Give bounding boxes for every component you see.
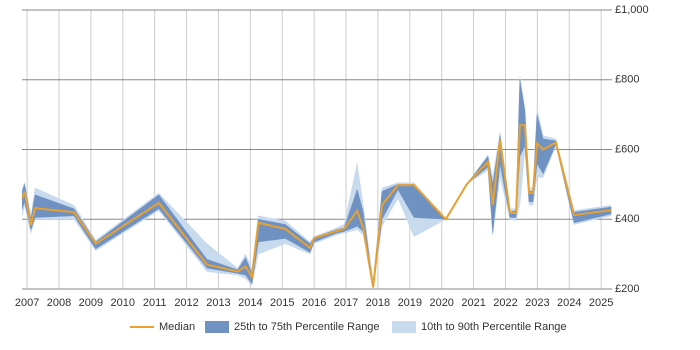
x-tick-label: 2024 bbox=[557, 297, 581, 309]
x-tick-label: 2010 bbox=[111, 297, 135, 309]
x-tick-label: 2018 bbox=[366, 297, 390, 309]
legend-label: Median bbox=[159, 321, 195, 333]
legend-label: 25th to 75th Percentile Range bbox=[234, 321, 380, 333]
x-tick-label: 2017 bbox=[334, 297, 358, 309]
y-tick-label: £200 bbox=[615, 283, 639, 295]
x-tick-label: 2015 bbox=[270, 297, 294, 309]
x-tick-label: 2016 bbox=[302, 297, 326, 309]
legend-label: 10th to 90th Percentile Range bbox=[421, 321, 567, 333]
y-tick-label: £800 bbox=[615, 74, 639, 86]
x-tick-label: 2023 bbox=[525, 297, 549, 309]
x-tick-label: 2013 bbox=[206, 297, 230, 309]
x-tick-label: 2022 bbox=[493, 297, 517, 309]
x-tick-label: 2011 bbox=[143, 297, 167, 309]
legend-swatch bbox=[392, 321, 416, 333]
x-tick-label: 2014 bbox=[238, 297, 262, 309]
x-tick-label: 2009 bbox=[79, 297, 103, 309]
x-tick-label: 2008 bbox=[47, 297, 71, 309]
y-tick-label: £400 bbox=[615, 213, 639, 225]
x-tick-label: 2021 bbox=[461, 297, 485, 309]
percentile-band bbox=[22, 79, 612, 288]
legend-swatch bbox=[205, 321, 229, 333]
x-tick-label: 2025 bbox=[589, 297, 613, 309]
y-tick-label: £600 bbox=[615, 143, 639, 155]
x-tick-label: 2020 bbox=[429, 297, 453, 309]
y-tick-label: £1,000 bbox=[615, 4, 649, 16]
x-tick-label: 2007 bbox=[15, 297, 39, 309]
x-tick-label: 2012 bbox=[174, 297, 198, 309]
x-tick-label: 2019 bbox=[398, 297, 422, 309]
median-line bbox=[21, 124, 612, 288]
